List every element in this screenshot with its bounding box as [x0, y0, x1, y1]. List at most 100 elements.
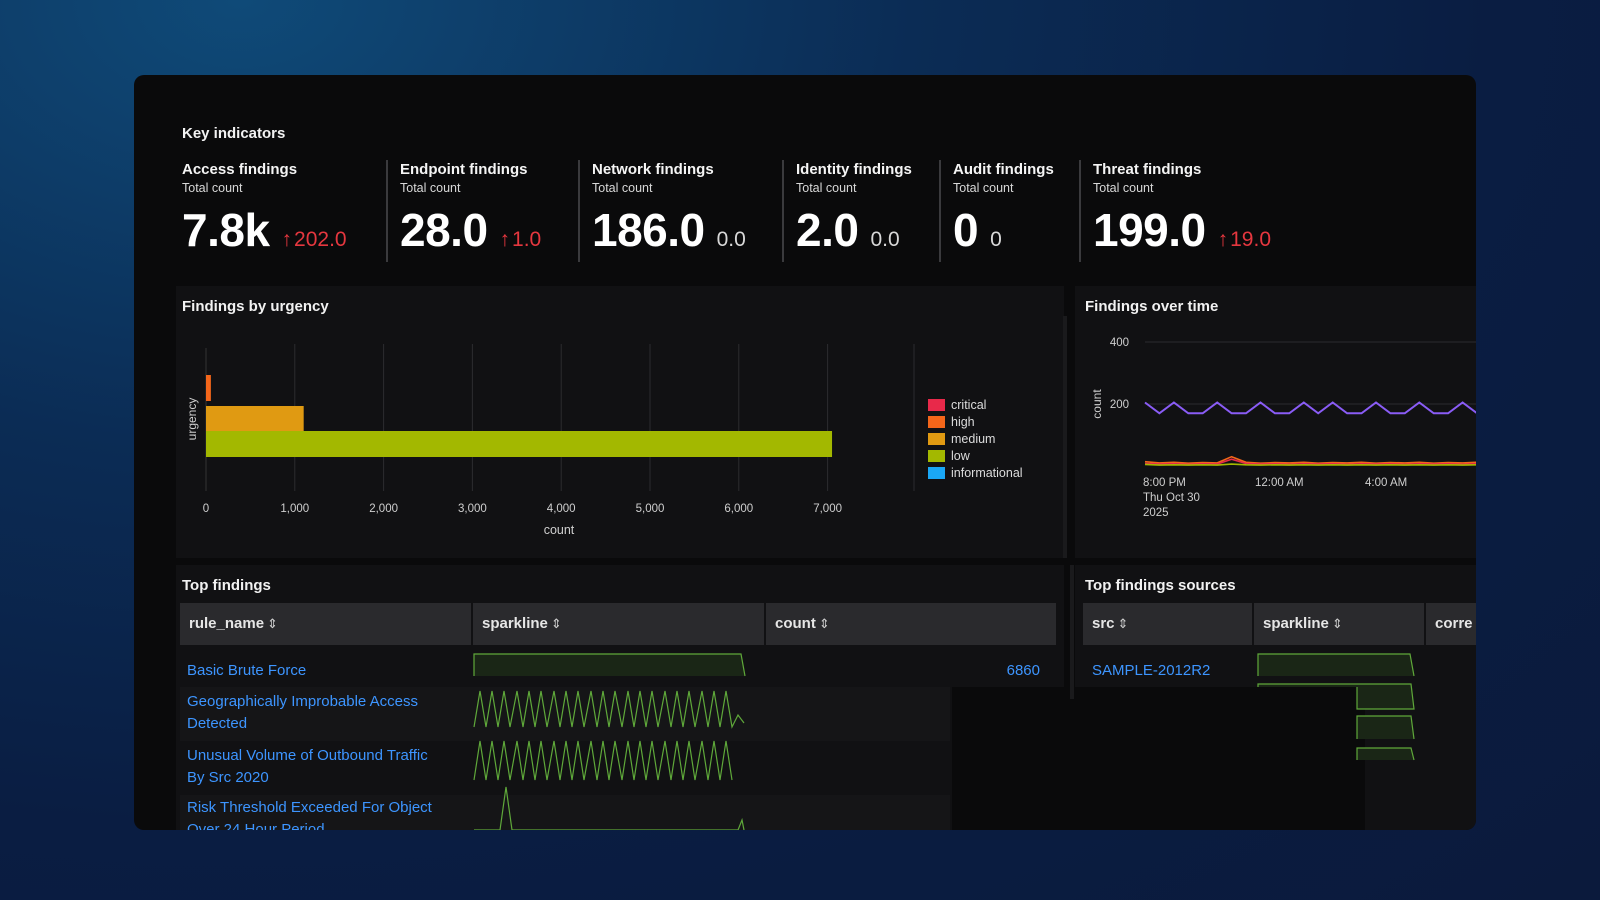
- series-line-high: [1144, 455, 1476, 465]
- legend-item-medium[interactable]: medium: [928, 432, 995, 446]
- sparkline-sample-2012r2: [1257, 653, 1415, 677]
- sparkline-risk-threshold: [474, 786, 745, 830]
- legend-label: medium: [951, 432, 996, 446]
- kpi-name: Audit findings: [953, 161, 1054, 178]
- urgency-panel: Findings by urgency 0 1,000 2,000 3,000 4,00…: [176, 286, 1064, 558]
- x-tick-label: 7,000: [813, 503, 842, 515]
- sort-icon[interactable]: ⇕: [818, 616, 830, 631]
- kpi-value: 2.0: [796, 204, 859, 256]
- src-link-sample-2012r2[interactable]: SAMPLE-2012R2: [1092, 662, 1211, 679]
- kpi-access-findings[interactable]: Access findings Total count 7.8k ↑202.0: [182, 161, 347, 271]
- kpi-name: Access findings: [182, 161, 298, 178]
- bar-high: [206, 375, 211, 401]
- x-tick-label: 6,000: [724, 503, 753, 515]
- count-cell-link[interactable]: 6860: [1006, 662, 1040, 679]
- key-indicators-title: Key indicators: [182, 125, 286, 142]
- series-line-series_purple: [1144, 401, 1476, 415]
- time-line-chart: 200 400 count 8:00 PM Thu Oct 30 2025 12:00 AM…: [1090, 337, 1476, 519]
- rule-link-risk-threshold[interactable]: Risk Threshold Exceeded For Object Over 2…: [187, 799, 432, 830]
- sparkline-geographically-improbable: [473, 690, 745, 729]
- kpi-value: 186.0: [592, 204, 705, 256]
- legend-label: critical: [951, 398, 987, 412]
- sparkline-column: [473, 653, 746, 830]
- kpi-name: Network findings: [592, 161, 714, 178]
- divider: [939, 160, 941, 262]
- legend-swatch: [928, 399, 945, 411]
- top-findings-title: Top findings: [182, 577, 271, 594]
- legend-label: low: [951, 449, 970, 463]
- legend-item-low[interactable]: low: [928, 449, 970, 463]
- y-tick-label: 200: [1110, 399, 1129, 411]
- x-tick-label: 1,000: [280, 503, 309, 515]
- bar-medium: [206, 406, 304, 432]
- sort-icon[interactable]: ⇕: [267, 616, 278, 631]
- kpi-value: 199.0: [1093, 204, 1206, 256]
- sort-icon[interactable]: ⇕: [550, 616, 562, 631]
- kpi-delta: 0: [990, 228, 1002, 251]
- series-line-critical: [1144, 458, 1476, 466]
- sparkline-source-row: [1356, 747, 1415, 761]
- legend-item-informational[interactable]: informational: [928, 466, 1023, 480]
- legend-swatch: [928, 416, 945, 428]
- kpi-delta: ↑1.0: [499, 228, 542, 251]
- top-sources-title: Top findings sources: [1085, 577, 1236, 594]
- kpi-delta: 0.0: [870, 228, 900, 251]
- column-header-src[interactable]: src ⇕: [1083, 603, 1254, 645]
- top-sources-header: src ⇕ sparkline ⇕ corre: [1083, 603, 1476, 645]
- legend-item-critical[interactable]: critical: [928, 398, 986, 412]
- sources-sparklines: [1257, 653, 1415, 761]
- column-header-count[interactable]: count ⇕: [775, 615, 830, 632]
- kpi-name: Identity findings: [796, 161, 912, 178]
- column-header-rule-name[interactable]: rule_name ⇕: [180, 603, 473, 645]
- kpi-network-findings[interactable]: Network findings Total count 186.0 0.0: [592, 161, 746, 271]
- column-header-corre[interactable]: corre: [1435, 615, 1473, 632]
- kpi-value: 7.8k: [182, 204, 270, 256]
- sort-icon[interactable]: ⇕: [1117, 616, 1129, 631]
- legend-label: high: [951, 415, 975, 429]
- kpi-value: 28.0: [400, 204, 488, 256]
- kpi-name: Endpoint findings: [400, 161, 528, 178]
- x-tick-label: 4,000: [547, 503, 576, 515]
- legend-swatch: [928, 467, 945, 479]
- kpi-sub: Total count: [400, 181, 461, 195]
- kpi-identity-findings[interactable]: Identity findings Total count 2.0 0.0: [796, 161, 912, 271]
- kpi-delta: ↑202.0: [281, 228, 347, 251]
- column-header-sparkline[interactable]: sparkline ⇕: [473, 603, 766, 645]
- legend-item-high[interactable]: high: [928, 415, 975, 429]
- kpi-sub: Total count: [1093, 181, 1154, 195]
- x-axis-label: count: [544, 523, 575, 537]
- x-tick-label: 8:00 PM: [1143, 477, 1186, 489]
- table-overlay: [952, 687, 1064, 830]
- y-axis-label: urgency: [185, 398, 199, 441]
- divider: [578, 160, 580, 262]
- kpi-sub: Total count: [953, 181, 1014, 195]
- sparkline-basic-brute-force: [473, 653, 746, 677]
- kpi-sub: Total count: [182, 181, 243, 195]
- kpi-threat-findings[interactable]: Threat findings Total count 199.0 ↑19.0: [1093, 161, 1271, 271]
- arrow-up-icon: ↑: [281, 228, 293, 251]
- kpi-endpoint-findings[interactable]: Endpoint findings Total count 28.0 ↑1.0: [400, 161, 541, 271]
- divider: [1079, 160, 1081, 262]
- table-overlay: [1075, 687, 1365, 830]
- rule-link-unusual-volume[interactable]: Unusual Volume of Outbound Traffic By Src…: [187, 747, 428, 786]
- column-header-sparkline[interactable]: sparkline ⇕: [1254, 603, 1426, 645]
- kpi-value: 0: [953, 204, 979, 256]
- kpi-delta: ↑19.0: [1217, 228, 1271, 251]
- series-line-low: [1144, 463, 1476, 466]
- rule-link-basic-brute-force[interactable]: Basic Brute Force: [187, 662, 307, 679]
- y-axis-label: count: [1090, 389, 1104, 419]
- x-tick-label: Thu Oct 30: [1143, 492, 1200, 504]
- rule-link-geographically-improbable[interactable]: Geographically Improbable Access Detected: [187, 693, 418, 732]
- time-panel-title: Findings over time: [1085, 298, 1219, 315]
- sparkline-unusual-volume: [473, 740, 733, 781]
- time-panel: Findings over time 200 400 count 8:00 PM Thu…: [1075, 286, 1476, 558]
- sparkline-source-row: [1356, 715, 1415, 740]
- x-tick-label: 4:00 AM: [1365, 477, 1407, 489]
- table-scrollbar[interactable]: [1070, 565, 1074, 699]
- top-findings-panel: Top findings rule_name ⇕ sparkline ⇕ count…: [176, 565, 1064, 830]
- arrow-up-icon: ↑: [1217, 228, 1229, 251]
- sort-icon[interactable]: ⇕: [1331, 616, 1343, 631]
- panel-scrollbar[interactable]: [1063, 316, 1067, 558]
- x-tick-label: 0: [203, 503, 209, 515]
